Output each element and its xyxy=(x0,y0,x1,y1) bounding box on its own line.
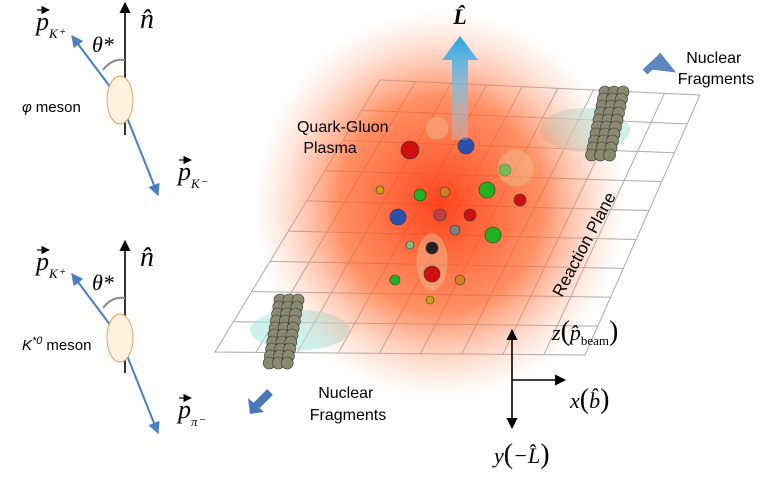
arg: −L̂ xyxy=(513,443,540,468)
daughter-subscript: K⁺ xyxy=(48,266,66,281)
arg: b̂ xyxy=(589,388,600,413)
qgp-label: Quark-Gluon Plasma xyxy=(297,119,393,157)
meson-label: K*0 meson xyxy=(22,335,91,354)
fragments-line: Nuclear xyxy=(686,50,742,67)
daughter-label: pK⁻ xyxy=(176,157,208,191)
particle xyxy=(484,226,502,244)
paren: ( xyxy=(580,384,589,415)
daughter-subscript: π⁻ xyxy=(191,414,206,429)
sym: z xyxy=(551,320,561,345)
daughter-subscript: K⁻ xyxy=(190,176,208,191)
particle xyxy=(463,208,477,222)
paren: ) xyxy=(600,384,609,415)
angular-momentum-arrow xyxy=(442,36,478,140)
angular-momentum-label: L̂ xyxy=(452,4,466,29)
paren: ) xyxy=(540,439,549,470)
particle xyxy=(425,295,435,305)
theta-label: θ* xyxy=(92,32,114,57)
meson-word: meson xyxy=(36,99,81,116)
qgp-line: Quark-Gluon xyxy=(297,119,389,136)
particle xyxy=(454,274,466,286)
decay-ellipse xyxy=(425,116,449,140)
meson-superscript: *0 xyxy=(32,335,43,347)
particle xyxy=(449,224,461,236)
fragments-line: Nuclear xyxy=(318,385,374,402)
theta-arc xyxy=(102,58,126,71)
meson-ellipse xyxy=(106,75,134,125)
fragments-label: Nuclear Fragments xyxy=(678,50,754,88)
decay-ellipse xyxy=(497,149,535,187)
particle xyxy=(457,137,475,155)
particle xyxy=(280,356,294,370)
particle xyxy=(433,208,447,222)
daughter-symbol: p xyxy=(34,247,49,276)
particle xyxy=(389,274,401,286)
sub: beam xyxy=(581,333,609,348)
fragments-label: Nuclear Fragments xyxy=(310,385,386,424)
daughter-symbol: p xyxy=(34,7,49,36)
particle xyxy=(513,193,527,207)
fragments-line: Fragments xyxy=(310,407,386,424)
particle xyxy=(478,181,496,199)
theta-label: θ* xyxy=(92,270,114,295)
fragment-arrow xyxy=(252,389,273,410)
x-axis-label: x(b̂) xyxy=(569,384,609,415)
meson-word: meson xyxy=(46,337,91,354)
particle xyxy=(423,265,441,283)
daughter-label: pK⁺ xyxy=(34,7,66,41)
sym: y xyxy=(492,443,504,468)
fragment-arrow xyxy=(642,52,677,75)
meson-ellipse xyxy=(106,313,134,363)
particle xyxy=(425,241,439,255)
particle xyxy=(413,188,427,202)
qgp-line: Plasma xyxy=(303,140,356,157)
n-label: n̂ xyxy=(140,4,154,35)
particle xyxy=(375,185,385,195)
meson-symbol: K xyxy=(22,337,33,354)
theta-arc xyxy=(102,296,126,309)
daughter-symbol: p xyxy=(176,395,191,424)
y-axis-label: y(−L̂) xyxy=(492,439,550,470)
z-axis-label: z(p̂beam) xyxy=(551,316,618,348)
particle xyxy=(603,148,616,162)
particle xyxy=(405,240,415,250)
meson-label: φ meson xyxy=(22,99,81,116)
meson-symbol: φ xyxy=(22,99,32,116)
paren: ( xyxy=(504,439,513,470)
fragments-line: Fragments xyxy=(678,71,754,88)
sym: x xyxy=(569,388,580,413)
particle xyxy=(400,140,420,160)
fragment-arrow-head xyxy=(248,398,264,414)
paren: ) xyxy=(609,316,618,347)
daughter-symbol: p xyxy=(176,157,191,186)
daughter-label: pK⁺ xyxy=(34,247,66,281)
particle xyxy=(439,186,451,198)
particle xyxy=(498,163,512,177)
particle xyxy=(389,208,407,226)
n-label: n̂ xyxy=(140,242,154,273)
paren: ( xyxy=(561,316,570,347)
daughter-label: pπ⁻ xyxy=(176,395,206,429)
qgp-glow xyxy=(255,10,625,400)
daughter-subscript: K⁺ xyxy=(48,26,66,41)
arg: p̂ xyxy=(568,320,581,345)
